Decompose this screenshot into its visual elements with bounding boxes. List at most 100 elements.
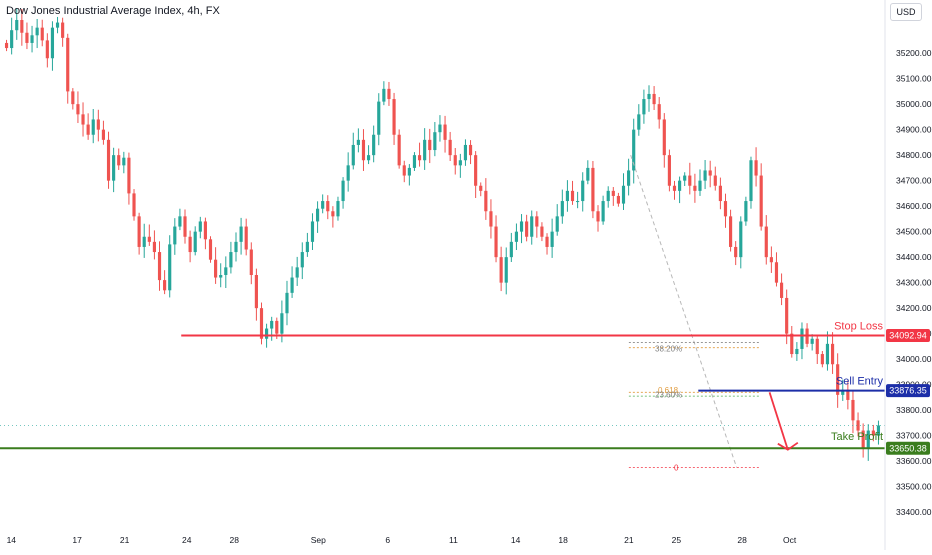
candle-body[interactable]	[351, 144, 355, 166]
candle-body[interactable]	[871, 430, 875, 436]
candle-body[interactable]	[453, 155, 457, 166]
candle-body[interactable]	[45, 40, 49, 59]
candle-body[interactable]	[254, 275, 258, 309]
candle-body[interactable]	[621, 185, 626, 204]
candle-body[interactable]	[341, 180, 345, 202]
candle-body[interactable]	[570, 190, 575, 202]
candle-body[interactable]	[785, 297, 789, 334]
candle-body[interactable]	[315, 208, 320, 222]
candle-body[interactable]	[326, 201, 330, 212]
candle-body[interactable]	[744, 201, 748, 222]
candle-body[interactable]	[484, 190, 488, 212]
candle-body[interactable]	[856, 420, 860, 431]
candle-body[interactable]	[672, 185, 677, 191]
candle-body[interactable]	[244, 226, 248, 250]
candle-body[interactable]	[820, 354, 824, 365]
candle-body[interactable]	[479, 185, 483, 191]
candle-body[interactable]	[178, 216, 182, 227]
candle-body[interactable]	[448, 139, 452, 156]
candle-body[interactable]	[698, 180, 702, 191]
candle-body[interactable]	[560, 201, 564, 217]
candle-body[interactable]	[530, 216, 534, 237]
candle-body[interactable]	[611, 190, 615, 196]
candle-body[interactable]	[866, 430, 870, 449]
candle-body[interactable]	[576, 201, 580, 203]
candle-body[interactable]	[525, 221, 529, 237]
candle-body[interactable]	[754, 160, 758, 176]
candle-body[interactable]	[540, 226, 544, 237]
candle-body[interactable]	[20, 20, 24, 33]
candle-body[interactable]	[693, 185, 697, 191]
candle-body[interactable]	[468, 144, 473, 156]
candle-body[interactable]	[637, 114, 641, 130]
candle-body[interactable]	[280, 313, 284, 334]
candle-body[interactable]	[188, 236, 192, 253]
candle-body[interactable]	[214, 259, 218, 278]
candle-body[interactable]	[836, 364, 840, 395]
candle-body[interactable]	[137, 216, 141, 247]
candle-body[interactable]	[810, 338, 814, 344]
candle-body[interactable]	[718, 185, 722, 202]
candle-body[interactable]	[688, 175, 692, 186]
candle-body[interactable]	[815, 338, 819, 355]
candle-body[interactable]	[356, 139, 360, 145]
candle-body[interactable]	[729, 216, 733, 247]
candle-body[interactable]	[412, 155, 417, 168]
candle-body[interactable]	[132, 193, 136, 217]
candle-body[interactable]	[846, 389, 850, 400]
candle-body[interactable]	[183, 216, 187, 237]
candle-body[interactable]	[749, 160, 753, 202]
candle-body[interactable]	[55, 22, 60, 28]
candle-body[interactable]	[642, 99, 646, 115]
candle-body[interactable]	[825, 343, 830, 365]
candle-body[interactable]	[275, 320, 279, 334]
candle-body[interactable]	[392, 99, 396, 135]
candle-body[interactable]	[336, 201, 340, 217]
candle-body[interactable]	[265, 328, 269, 339]
candle-body[interactable]	[157, 252, 162, 281]
candle-body[interactable]	[81, 114, 85, 125]
candle-body[interactable]	[550, 231, 554, 247]
candle-body[interactable]	[647, 93, 651, 100]
candle-body[interactable]	[30, 35, 34, 43]
candle-body[interactable]	[285, 292, 289, 314]
candle-body[interactable]	[208, 239, 213, 260]
candle-body[interactable]	[224, 267, 228, 275]
candle-body[interactable]	[458, 160, 462, 166]
candle-body[interactable]	[423, 139, 427, 161]
candle-body[interactable]	[382, 88, 386, 102]
candle-body[interactable]	[40, 27, 44, 41]
candle-body[interactable]	[290, 277, 294, 293]
candle-body[interactable]	[708, 170, 712, 176]
candle-body[interactable]	[331, 211, 335, 217]
candle-body[interactable]	[117, 155, 121, 166]
candle-body[interactable]	[91, 119, 95, 135]
candle-body[interactable]	[790, 333, 794, 355]
candle-body[interactable]	[841, 389, 845, 395]
candle-body[interactable]	[509, 241, 513, 258]
candle-body[interactable]	[703, 170, 707, 181]
candle-body[interactable]	[759, 175, 763, 227]
candle-body[interactable]	[662, 119, 666, 156]
candle-body[interactable]	[15, 20, 19, 31]
candle-body[interactable]	[295, 267, 299, 278]
candle-body[interactable]	[152, 241, 156, 253]
candle-body[interactable]	[321, 201, 325, 209]
candle-body[interactable]	[779, 282, 784, 298]
candle-body[interactable]	[739, 221, 743, 258]
candle-body[interactable]	[606, 190, 610, 202]
candle-body[interactable]	[61, 22, 65, 38]
candle-body[interactable]	[50, 27, 55, 59]
projection-arrow[interactable]	[768, 392, 789, 450]
candle-body[interactable]	[270, 320, 274, 329]
candle-body[interactable]	[795, 348, 799, 355]
candle-body[interactable]	[127, 157, 131, 194]
candle-body[interactable]	[387, 88, 391, 100]
candle-body[interactable]	[10, 30, 14, 49]
candle-body[interactable]	[627, 170, 631, 186]
candle-body[interactable]	[377, 101, 381, 135]
candle-body[interactable]	[76, 104, 80, 115]
candle-body[interactable]	[667, 155, 671, 186]
candle-body[interactable]	[198, 221, 202, 232]
